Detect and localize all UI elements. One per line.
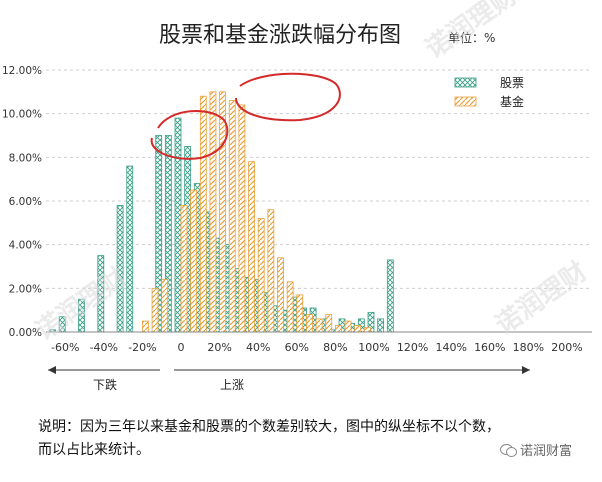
bar-fund (151, 287, 159, 333)
bar-fund (267, 209, 275, 333)
bar-fund (286, 281, 294, 333)
y-tick-label: 12.00% (2, 65, 42, 77)
x-tick-label: 160% (474, 341, 505, 354)
bar-fund (334, 325, 342, 333)
explanation-note: 说明：因为三年以来基金和股票的个数差别较大，图中的纵坐标不以个数， 而以占比来统… (38, 416, 558, 462)
bar-fund (199, 95, 207, 333)
x-tick-label: 0 (178, 341, 185, 354)
bar-fund (161, 279, 169, 333)
bar-fund (209, 91, 217, 333)
grid-lines (46, 69, 592, 289)
bar-stock (126, 165, 134, 333)
y-tick-label: 0.00% (9, 327, 42, 339)
bar-fund (257, 218, 265, 333)
note-line-1: 说明：因为三年以来基金和股票的个数差别较大，图中的纵坐标不以个数， (38, 419, 500, 435)
y-tick-label: 4.00% (9, 240, 42, 252)
direction-arrows: 下跌 上涨 (48, 366, 530, 392)
bar-fund (190, 189, 198, 333)
highlight-circle-stocks (150, 110, 229, 160)
x-tick-label: 200% (551, 341, 582, 354)
x-tick-label: -60% (51, 341, 79, 354)
bar-fund (354, 325, 362, 333)
bar-fund (315, 318, 323, 333)
x-tick-label: 40% (246, 341, 270, 354)
x-tick-label: 60% (285, 341, 309, 354)
bar-fund (325, 314, 333, 333)
up-label: 上涨 (220, 377, 244, 392)
wechat-icon (500, 443, 517, 457)
bar-stock (377, 318, 385, 333)
bar-fund (219, 91, 227, 333)
x-tick-label: 100% (358, 341, 389, 354)
y-tick-label: 10.00% (2, 109, 42, 121)
highlight-circles (150, 72, 341, 160)
x-tick-label: 120% (397, 341, 428, 354)
y-tick-label: 8.00% (9, 152, 42, 164)
x-tick-label: -20% (128, 341, 156, 354)
legend-label-fund: 基金 (500, 94, 524, 109)
bar-stock (116, 204, 124, 333)
legend-label-stock: 股票 (500, 76, 524, 90)
legend-swatch-fund (454, 96, 477, 107)
highlight-circle-funds (235, 72, 341, 122)
bar-fund (228, 100, 236, 333)
bar-fund (363, 327, 371, 333)
down-arrowhead (48, 366, 56, 374)
x-axis-ticks: -60% -40% -20% 0 20% 40% 60% 80% 100% 120% 140% 160… (51, 341, 583, 354)
brand-signature: 诺润财富 (500, 440, 572, 459)
legend: 股票 基金 (454, 76, 524, 109)
bar-fund (141, 320, 149, 333)
bar-fund (180, 204, 188, 333)
up-arrowhead (522, 366, 530, 374)
bar-stock (97, 255, 105, 333)
y-tick-label: 6.00% (9, 196, 42, 208)
chart-title: 股票和基金涨跌幅分布图 (159, 23, 401, 48)
bar-stock (78, 298, 85, 333)
x-tick-label: 180% (513, 341, 544, 354)
y-tick-label: 2.00% (9, 283, 42, 295)
x-tick-label: 140% (435, 341, 466, 354)
bar-fund (306, 314, 313, 333)
bar-stock (386, 259, 394, 333)
down-label: 下跌 (93, 377, 117, 392)
x-tick-label: 80% (323, 341, 347, 354)
x-tick-label: -40% (90, 341, 118, 354)
bar-stock (58, 316, 66, 333)
y-axis-ticks: 0.00% 2.00% 4.00% 6.00% 8.00% 10.00% 12.00% (2, 65, 42, 339)
unit-label: 单位：% (448, 30, 495, 45)
bar-fund (238, 104, 246, 333)
x-tick-label: 20% (207, 341, 231, 354)
legend-swatch-stock (454, 77, 477, 88)
bar-fund (277, 257, 284, 333)
bar-fund (248, 161, 255, 333)
bar-stock (174, 117, 182, 333)
brand-name: 诺润财富 (520, 444, 573, 459)
bar-fund (296, 294, 304, 333)
bar-fund (344, 320, 352, 333)
bars (49, 91, 394, 333)
note-line-2: 而以占比来统计。 (38, 442, 150, 458)
distribution-chart: 股票和基金涨跌幅分布图 单位：% 0.00% 2.00% 4.00% 6.00% 8.0… (2, 23, 592, 392)
